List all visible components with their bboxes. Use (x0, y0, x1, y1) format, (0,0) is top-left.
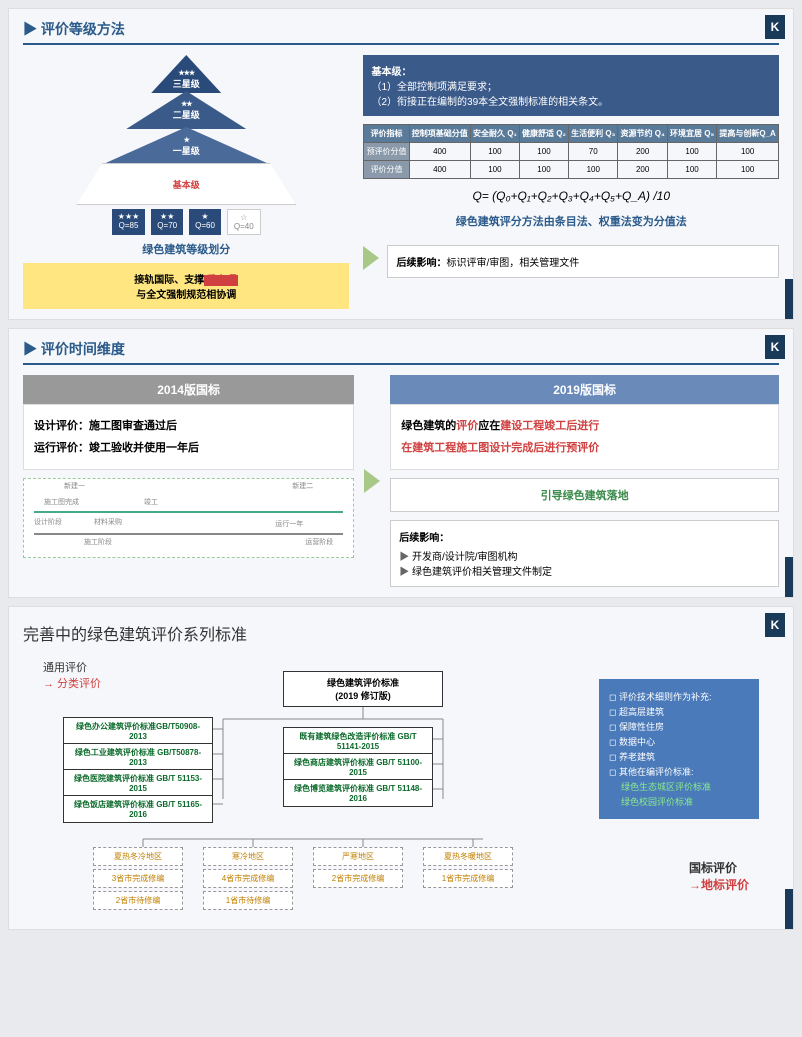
region-node: 寒冷地区 (203, 847, 293, 866)
qbox-70: ★★Q=70 (151, 209, 183, 235)
region-node: 严寒地区 (313, 847, 403, 866)
arrow-icon (364, 469, 380, 493)
slide-1: K 评价等级方法 ★★★三星级 ★★二星级 ★一星级 基本级 ★★★Q=85 ★… (8, 8, 794, 320)
info-panel: 评价技术细则作为补充: 超高层建筑 保障性住房 数据中心 养老建筑 其他在编评价… (599, 679, 759, 819)
leaf-node: 1省市完成修编 (423, 869, 513, 888)
tree-diagram: 通用评价 → 分类评价 绿色建筑评价标准(2019 修订版) 绿色办公建筑评价标… (23, 659, 779, 919)
slide1-title: 评价等级方法 (23, 19, 779, 45)
slide3-title: 完善中的绿色建筑评价系列标准 (23, 617, 779, 649)
logo-icon: K (765, 335, 785, 359)
qbox-60: ★Q=60 (189, 209, 221, 235)
tab-2019: 2019版国标 (390, 375, 779, 404)
list-item: 绿色建筑评价相关管理文件制定 (399, 563, 770, 578)
leaf-node: 4省市完成修编 (203, 869, 293, 888)
slide-3: K 完善中的绿色建筑评价系列标准 通用评价 → 分类评价 绿色建筑评价标准(20… (8, 606, 794, 930)
left-caption: 绿色建筑等级划分 (23, 241, 349, 257)
tree-node: 绿色办公建筑评价标准GB/T50908-2013 (63, 717, 213, 745)
arrow-icon (363, 246, 379, 270)
q-boxes: ★★★Q=85 ★★Q=70 ★Q=60 ☆Q=40 (23, 209, 349, 235)
qbox-40: ☆Q=40 (227, 209, 261, 235)
side-accent (785, 279, 793, 319)
tri-base: 基本级 (76, 163, 296, 205)
tree-node: 绿色博览建筑评价标准 GB/T 51148-2016 (283, 779, 433, 807)
tree-node: 绿色医院建筑评价标准 GB/T 51153-2015 (63, 769, 213, 797)
tree-root: 绿色建筑评价标准(2019 修订版) (283, 671, 443, 707)
after-box: 后续影响：标识评审/审图，相关管理文件 (387, 245, 779, 278)
region-node: 夏热冬暖地区 (423, 847, 513, 866)
timeline-diagram: 新建一 新建二 施工图完成 竣工 设计阶段 材料采购 施工阶段 运营阶段 运行一… (23, 478, 354, 558)
tree-node: 绿色工业建筑评价标准 GB/T50878-2013 (63, 743, 213, 771)
leaf-node: 3省市完成修编 (93, 869, 183, 888)
eval-2019: 绿色建筑的评价应在建设工程竣工后进行 在建筑工程施工图设计完成后进行预评价 (390, 404, 779, 470)
list-item: 开发商/设计院/审图机构 (399, 548, 770, 563)
tree-node: 绿色饭店建筑评价标准 GB/T 51165-2016 (63, 795, 213, 823)
slide2-title: 评价时间维度 (23, 339, 779, 365)
right-labels: 国标评价 →地标评价 (689, 859, 749, 893)
pyramid-chart: ★★★三星级 ★★二星级 ★一星级 基本级 (76, 55, 296, 205)
qbox-85: ★★★Q=85 (112, 209, 146, 235)
side-accent (785, 557, 793, 597)
region-node: 夏热冬冷地区 (93, 847, 183, 866)
yellow-box: 接轨国际、支撑重点项 与全文强制规范相协调 (23, 263, 349, 309)
tree-node: 既有建筑绿色改造评价标准 GB/T 51141-2015 (283, 727, 433, 755)
after-box-2: 后续影响： 开发商/设计院/审图机构 绿色建筑评价相关管理文件制定 (390, 520, 779, 587)
green-box: 引导绿色建筑落地 (390, 478, 779, 512)
tri-1star: ★一星级 (101, 127, 271, 165)
tri-3star: ★★★三星级 (151, 55, 221, 93)
formula: Q= (Q₀+Q₁+Q₂+Q₃+Q₄+Q₅+Q_A) /10 (363, 189, 779, 203)
score-table: 评价指标控制项基础分值安全耐久 Q₁健康舒适 Q₂生活便利 Q₃资源节约 Q₄环… (363, 124, 779, 179)
tri-2star: ★★二星级 (126, 91, 246, 129)
basic-level-box: 基本级： （1）全部控制项满足要求； （2）衔接正在编制的39本全文强制标准的相… (363, 55, 779, 116)
eval-2014: 设计评价：施工图审查通过后 运行评价：竣工验收并使用一年后 (23, 404, 354, 470)
tree-node: 绿色商店建筑评价标准 GB/T 51100-2015 (283, 753, 433, 781)
logo-icon: K (765, 613, 785, 637)
logo-icon: K (765, 15, 785, 39)
side-accent (785, 889, 793, 929)
left-labels: 通用评价 → 分类评价 (43, 659, 101, 691)
tab-2014: 2014版国标 (23, 375, 354, 404)
leaf-node: 2省市完成修编 (313, 869, 403, 888)
slide-2: K 评价时间维度 2014版国标 设计评价：施工图审查通过后 运行评价：竣工验收… (8, 328, 794, 598)
leaf-node: 2省市待修编 (93, 891, 183, 910)
right-caption: 绿色建筑评分方法由条目法、权重法变为分值法 (363, 213, 779, 229)
leaf-node: 1省市待修编 (203, 891, 293, 910)
